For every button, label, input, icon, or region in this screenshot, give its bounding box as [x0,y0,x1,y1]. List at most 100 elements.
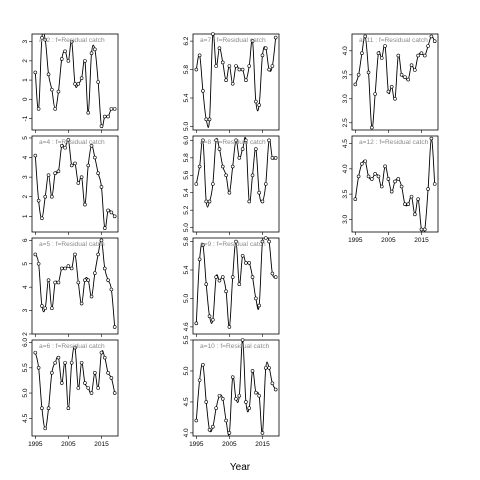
data-point [429,34,434,39]
data-point [403,75,407,79]
data-point [112,214,117,219]
data-point [214,138,218,143]
y-tick-label: 5 [22,262,29,266]
data-point [260,199,265,204]
data-point [109,376,114,380]
data-point [376,51,381,56]
series-line [34,138,116,230]
data-point [194,182,199,186]
y-tick-label: 4.0 [342,164,349,173]
data-point [263,366,268,370]
data-point [263,236,268,240]
data-point [106,371,110,375]
data-point [230,164,235,169]
data-point [207,117,212,122]
data-point [93,155,97,160]
data-point [429,136,434,141]
data-point [40,36,44,40]
data-point [422,227,427,232]
y-tick-label: 4 [22,155,29,159]
y-tick-label: 5.0 [183,366,190,375]
data-point [89,51,94,56]
data-point [59,381,64,385]
y-tick-label: 4.5 [22,413,29,422]
data-point [59,57,64,61]
data-point [220,397,225,401]
y-tick-label: 5.0 [183,294,190,303]
data-point [214,64,218,68]
data-point [43,426,48,431]
data-point [43,194,48,199]
data-point [396,53,401,58]
data-point [240,67,245,72]
data-point [73,161,77,166]
data-point [194,67,199,72]
data-point [237,156,242,160]
data-point [99,350,104,355]
data-point [69,39,74,44]
panel-title: a=10 : f=Residual catch [200,343,270,350]
y-tick-label: 3 [22,175,29,179]
series-line [195,34,277,128]
x-tick-label: 2005 [381,237,396,244]
data-point [234,64,238,68]
data-point [254,296,258,301]
data-point [403,202,407,207]
data-point [356,73,361,77]
data-point [217,278,222,283]
data-point [79,175,84,179]
data-point [102,355,107,360]
data-point [267,138,271,143]
y-tick-label: 2 [22,59,29,63]
data-point [93,371,97,375]
data-point [53,107,57,111]
data-point [73,82,77,86]
panel: 4.0 4.5 5.0 5.5 1995 2005 2015 a=10 : f=Residua… [183,335,280,448]
data-point [96,386,100,390]
panel-frame [351,135,439,233]
data-point [204,199,209,204]
y-tick-label: 5.4 [183,93,190,102]
y-tick-label: 5.5 [183,335,190,344]
data-point [40,304,44,308]
data-point [366,70,371,75]
data-point [197,378,202,383]
panel-title: a=4 : f=Residual catch [39,139,105,146]
data-point [56,89,61,94]
panel-frame [192,237,280,335]
data-point [263,182,268,186]
data-point [83,381,87,385]
x-tick-label: 1995 [28,441,43,448]
y-tick-label: 4.5 [342,139,349,148]
data-point [76,181,81,185]
data-point [370,125,374,130]
y-tick-label: 5.0 [183,122,190,131]
data-point [244,400,248,404]
data-point [217,46,222,51]
data-point [96,171,100,176]
data-point [63,360,67,365]
data-point [56,355,61,360]
data-point [86,386,91,390]
series-line [34,34,115,129]
data-point [250,39,255,43]
data-point [96,252,100,257]
y-tick-label: 5.8 [183,237,190,246]
data-point [254,99,258,104]
data-point [197,53,202,58]
data-point [244,78,248,83]
data-point [217,147,222,151]
data-point [273,156,278,160]
data-point [413,212,417,217]
data-point [204,282,209,287]
data-point [112,107,117,111]
data-point [214,275,218,279]
data-point [257,303,261,308]
data-point [363,34,368,39]
data-point [413,68,417,72]
data-point [237,393,242,398]
data-point [79,301,84,306]
data-point [46,406,51,411]
data-point [50,87,54,92]
data-point [379,56,384,60]
